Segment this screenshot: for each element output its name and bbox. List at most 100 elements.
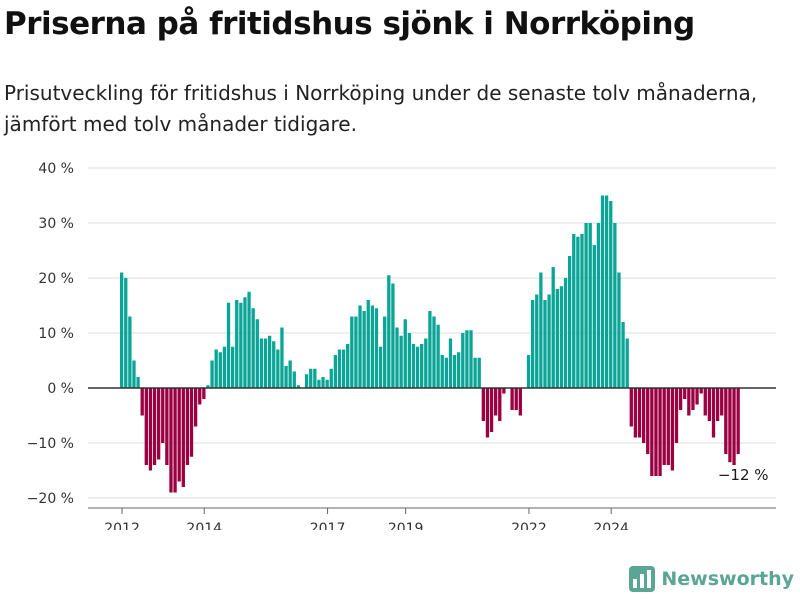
bar — [535, 294, 539, 388]
bar — [563, 278, 568, 388]
bar — [165, 388, 169, 465]
bar — [387, 275, 391, 388]
bar — [662, 388, 666, 465]
bar — [230, 346, 235, 388]
bar — [341, 349, 346, 388]
bar — [498, 388, 502, 421]
bar — [378, 346, 383, 388]
bar — [374, 308, 379, 388]
bar — [432, 316, 436, 388]
bar — [461, 333, 465, 388]
bar — [567, 256, 572, 388]
y-tick-label: 10 % — [38, 326, 74, 342]
bar — [539, 272, 543, 388]
bar — [633, 388, 638, 438]
bar — [457, 352, 461, 388]
bar — [259, 338, 264, 388]
brand-name: Newsworthy — [661, 568, 794, 590]
bar — [576, 236, 580, 388]
bar — [604, 195, 609, 388]
x-tick-label: 2012 — [104, 521, 140, 530]
bar — [280, 327, 284, 388]
bar — [625, 338, 629, 388]
bar — [469, 330, 473, 388]
bar — [526, 355, 531, 388]
bar — [670, 388, 675, 471]
bar — [185, 388, 190, 465]
bar — [448, 338, 453, 388]
bar — [494, 388, 498, 416]
bar — [481, 388, 485, 421]
bar — [370, 305, 375, 388]
bar — [711, 388, 716, 438]
bar — [732, 388, 736, 465]
x-tick-label: 2022 — [511, 521, 547, 530]
bar — [502, 388, 506, 394]
bar — [728, 388, 732, 463]
bar — [641, 388, 646, 443]
bar — [346, 344, 350, 388]
bar — [391, 283, 395, 388]
bar — [362, 311, 366, 388]
bar — [436, 324, 440, 388]
bar — [547, 294, 551, 388]
chart-title: Priserna på fritidshus sjönk i Norrköpin… — [4, 6, 695, 42]
bar — [189, 388, 194, 457]
bar — [210, 360, 214, 388]
bar — [304, 374, 309, 388]
bar — [358, 305, 362, 388]
bar — [724, 388, 728, 454]
bar — [132, 360, 136, 388]
bar — [543, 300, 547, 388]
bar — [309, 368, 313, 388]
bar — [592, 245, 596, 388]
bar — [720, 388, 724, 416]
y-tick-label: −10 % — [27, 436, 74, 452]
bar — [218, 352, 222, 388]
bar — [276, 349, 280, 388]
bar — [313, 368, 317, 388]
bar — [292, 371, 296, 388]
bar — [600, 195, 605, 388]
bar — [407, 333, 412, 388]
bar — [144, 388, 148, 465]
bar — [214, 349, 218, 388]
bar — [255, 319, 259, 388]
bar — [296, 385, 301, 388]
bar — [239, 302, 243, 388]
bar — [703, 388, 707, 416]
bar — [317, 379, 321, 388]
bar — [235, 300, 239, 388]
bar — [674, 388, 679, 443]
bar — [531, 300, 535, 388]
bar — [613, 223, 617, 388]
bar — [267, 335, 272, 388]
bar — [152, 388, 157, 465]
chart-subtitle: Prisutveckling för fritidshus i Norrköpi… — [4, 81, 758, 136]
bar — [181, 388, 185, 487]
bar — [243, 297, 247, 388]
bar — [629, 388, 633, 427]
bar — [646, 388, 650, 454]
bar — [247, 291, 251, 388]
y-tick-label: 30 % — [38, 216, 74, 232]
bar — [485, 388, 490, 438]
bar — [666, 388, 670, 465]
bar — [518, 388, 522, 416]
bar — [173, 388, 177, 493]
bar — [337, 349, 342, 388]
bar — [683, 388, 687, 399]
x-tick-label: 2024 — [593, 521, 629, 530]
y-tick-label: −20 % — [27, 491, 74, 507]
bar — [473, 357, 477, 388]
bar — [284, 366, 288, 388]
chart-logo-icon — [629, 566, 656, 592]
bar — [580, 234, 584, 388]
bar — [428, 311, 432, 388]
bar — [637, 388, 642, 438]
bar — [193, 388, 198, 427]
bar — [440, 355, 444, 388]
bar — [695, 388, 699, 405]
bar — [420, 344, 424, 388]
bar — [510, 388, 514, 410]
